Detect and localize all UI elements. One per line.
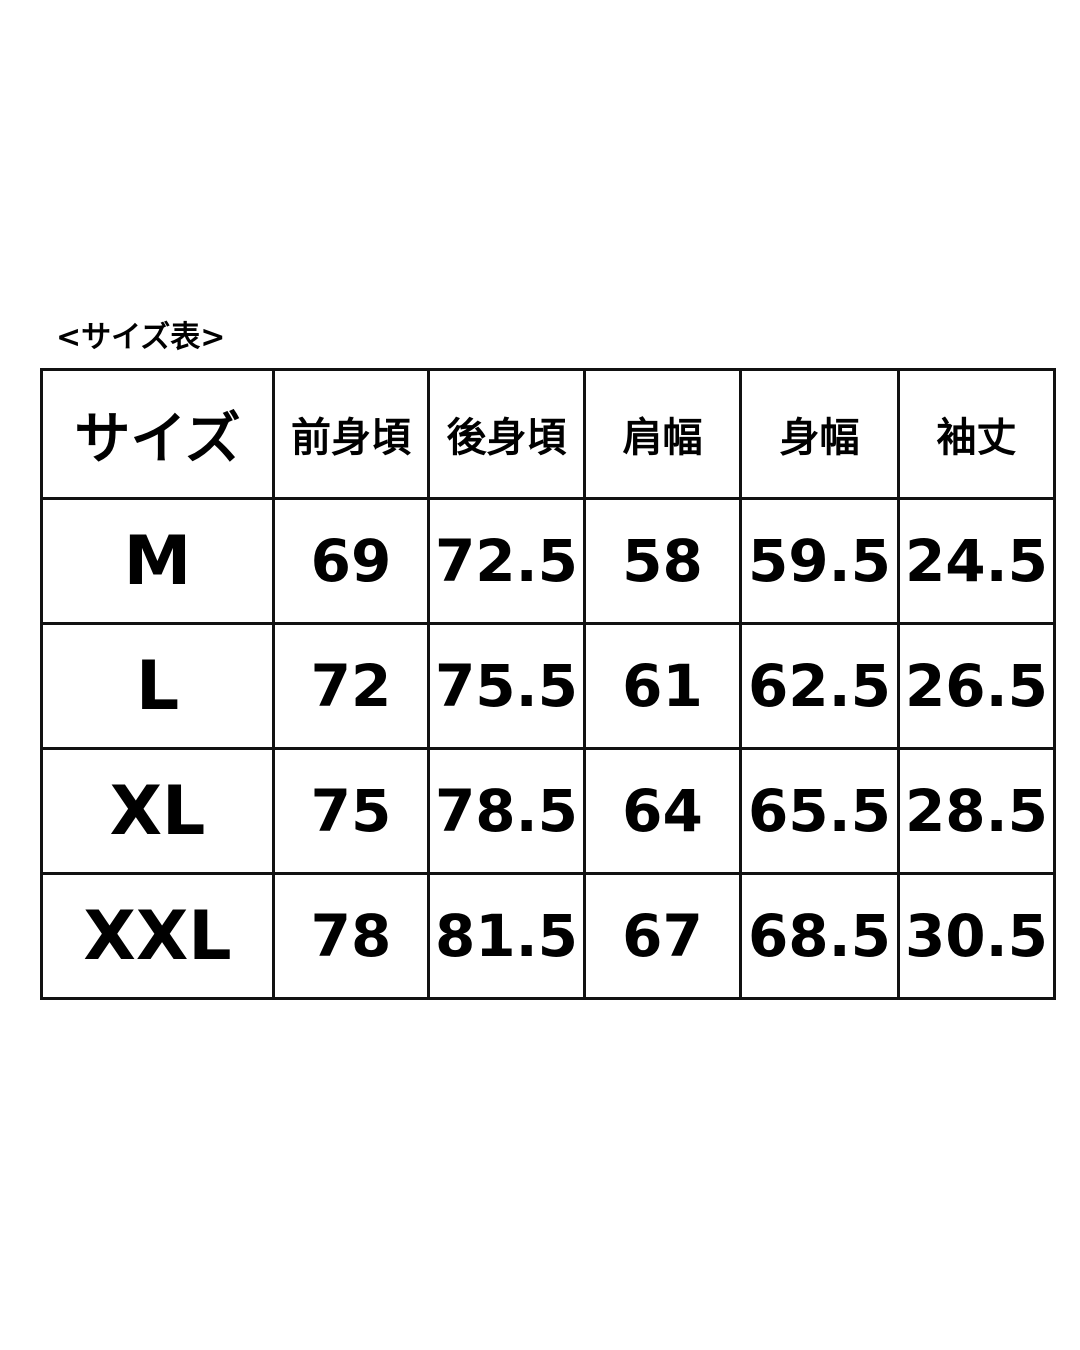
cell-sleeve-length: 24.5 [897,497,1056,625]
cell-front-length: 75 [272,747,430,875]
header-sleeve-length: 袖丈 [897,368,1056,500]
cell-sleeve-length: 26.5 [897,622,1056,750]
size-chart-table: サイズ 前身頃 後身頃 肩幅 身幅 袖丈 M 69 72.5 58 59.5 24.5 L 7… [40,368,1056,1000]
cell-back-length: 78.5 [427,747,586,875]
table-row: L 72 75.5 61 62.5 26.5 [40,622,1056,750]
cell-size: M [40,497,275,625]
cell-back-length: 81.5 [427,872,586,1000]
header-front-length: 前身頃 [272,368,430,500]
table-row: XL 75 78.5 64 65.5 28.5 [40,747,1056,875]
cell-size: XL [40,747,275,875]
cell-size: L [40,622,275,750]
cell-shoulder-width: 61 [583,622,742,750]
cell-body-width: 59.5 [739,497,900,625]
cell-size: XXL [40,872,275,1000]
cell-body-width: 65.5 [739,747,900,875]
cell-body-width: 68.5 [739,872,900,1000]
cell-front-length: 69 [272,497,430,625]
table-row: M 69 72.5 58 59.5 24.5 [40,497,1056,625]
cell-front-length: 78 [272,872,430,1000]
header-back-length: 後身頃 [427,368,586,500]
cell-body-width: 62.5 [739,622,900,750]
cell-sleeve-length: 28.5 [897,747,1056,875]
cell-shoulder-width: 64 [583,747,742,875]
cell-back-length: 72.5 [427,497,586,625]
header-size: サイズ [40,368,275,500]
header-shoulder-width: 肩幅 [583,368,742,500]
table-header-row: サイズ 前身頃 後身頃 肩幅 身幅 袖丈 [40,368,1056,500]
cell-shoulder-width: 58 [583,497,742,625]
table-row: XXL 78 81.5 67 68.5 30.5 [40,872,1056,1000]
cell-back-length: 75.5 [427,622,586,750]
cell-sleeve-length: 30.5 [897,872,1056,1000]
cell-front-length: 72 [272,622,430,750]
header-body-width: 身幅 [739,368,900,500]
cell-shoulder-width: 67 [583,872,742,1000]
size-chart-title: <サイズ表> [56,320,226,355]
